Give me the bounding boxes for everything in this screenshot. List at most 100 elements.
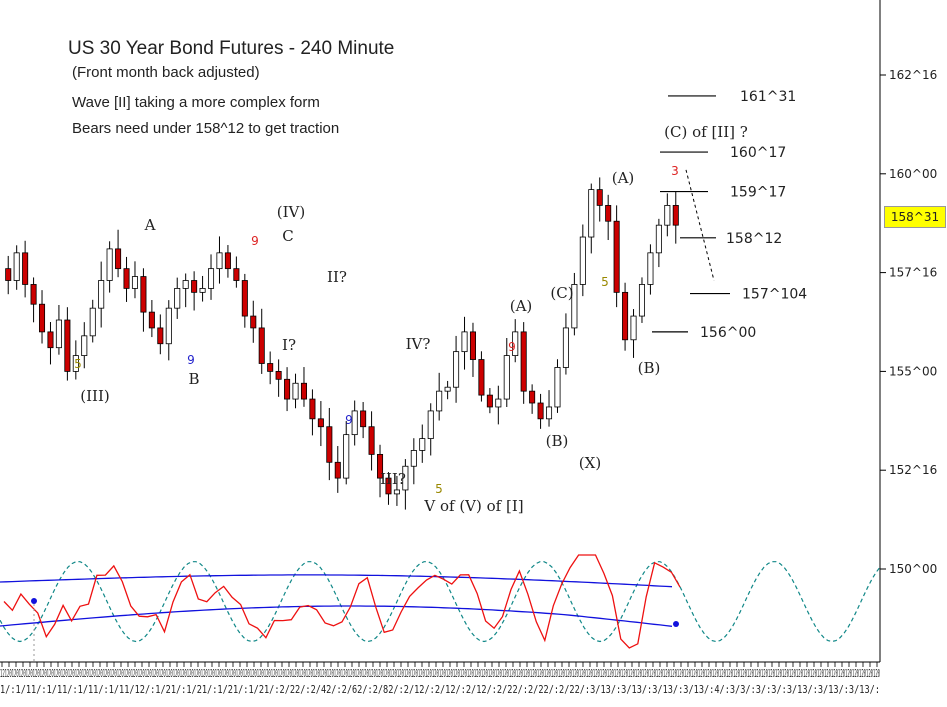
candle-body [613,220,620,293]
candle-body [436,390,443,412]
price-panel [0,0,881,663]
candle-body [461,331,468,353]
candle-body [115,248,122,270]
y-tick-label: 160^00 [889,167,937,181]
candle-body [309,398,316,420]
candle-body [22,252,29,285]
candle-body [98,280,105,309]
y-tick-label: 162^16 [889,68,937,82]
candle-body [241,280,248,317]
upper-band [0,574,673,588]
candle-body [393,489,400,495]
wave-labels: (III) A B (IV) C II? I? IV? III? V of (V) of [I] (… [74,123,748,515]
candle-body [275,370,282,380]
candle-body [199,288,206,293]
note-line-1: Wave [II] taking a more complex form [72,94,320,111]
candle-body [410,450,417,467]
count-label: 5 [74,357,82,371]
candle-body [165,307,172,345]
y-tick-label: 157^16 [889,266,937,280]
wave-label: I? [282,336,296,354]
candle-body [503,355,510,400]
wave-label: II? [327,268,347,286]
cycle-line [0,561,881,643]
level-label: 157^104 [742,287,807,303]
oscillator-panel [0,554,886,662]
candle-body [72,355,79,372]
candle-body [664,205,671,226]
wave-label: (A) [612,169,635,187]
candle-body [368,426,375,455]
candle-body [106,248,113,281]
candle-body [537,402,544,420]
y-tick-label: 155^00 [889,364,937,378]
candle-body [588,189,595,238]
candle-body [419,438,426,451]
note-line-2: Bears need under 158^12 to get traction [72,120,340,137]
wave-label: IV? [406,335,431,353]
candle-body [216,252,223,270]
candle-body [81,335,88,356]
wave-label: (C) of [II] ? [664,123,748,141]
candle-body [326,426,333,463]
candle-body [39,303,46,333]
y-tick-label: 150^00 [889,562,937,576]
x-axis: 1212012012012012012012012012012012012012… [0,662,880,696]
last-price-badge: 158^31 [884,206,946,228]
candle-body [174,288,181,309]
count-label: 9 [508,340,516,354]
level-label: 156^00 [700,325,756,341]
candle-body [571,284,578,329]
candle-body [596,189,603,206]
candle-body [182,280,189,289]
candle-body [334,461,341,479]
wave-label: V of (V) of [I] [423,497,523,515]
wave-label: (C) [550,284,573,302]
candle-body [672,205,679,226]
wave-label: (B) [638,359,661,377]
candle-body [444,386,451,392]
candle-body [605,205,612,222]
level-label: 161^31 [740,89,796,105]
wave-label: (A) [510,297,533,315]
candle-body [250,315,257,329]
candle-body [317,418,324,428]
count-label: 9 [251,234,259,248]
candle-body [546,406,553,420]
candle-body [148,311,155,329]
candle-body [140,276,147,313]
x-tick-labels-bottom: 1/:1/11/:1/11/:1/11/:1/11/12/:1/21/:1/21… [0,683,880,696]
candle-body [478,359,485,396]
candle-body [655,224,662,254]
candlesticks [5,177,679,510]
candle-body [300,382,307,400]
candle-body [630,315,637,341]
candle-body [89,307,96,337]
level-label: 159^17 [730,185,786,201]
candle-body [123,268,130,289]
candle-body [157,327,164,345]
candle-body [520,331,527,392]
y-tick-label: 152^16 [889,463,937,477]
lower-band [0,605,673,627]
candle-body [554,367,561,408]
candle-body [486,394,493,408]
candle-body [562,327,569,368]
candle-body [512,331,519,356]
candle-body [191,280,198,293]
candle-body [495,398,502,408]
candle-body [343,434,350,479]
candle-body [647,252,654,285]
candle-body [267,363,274,372]
candle-body [453,351,460,388]
signal-dot [31,598,37,604]
candle-body [13,252,20,281]
candle-body [224,252,231,270]
signal-dot [673,621,679,627]
x-tick-labels-top: 1212012012012012012012012012012012012012… [0,667,880,680]
candle-body [208,268,215,289]
candle-body [258,327,265,364]
chart-title: US 30 Year Bond Futures - 240 Minute [68,38,395,59]
candle-body [638,284,645,317]
candle-body [30,284,37,305]
